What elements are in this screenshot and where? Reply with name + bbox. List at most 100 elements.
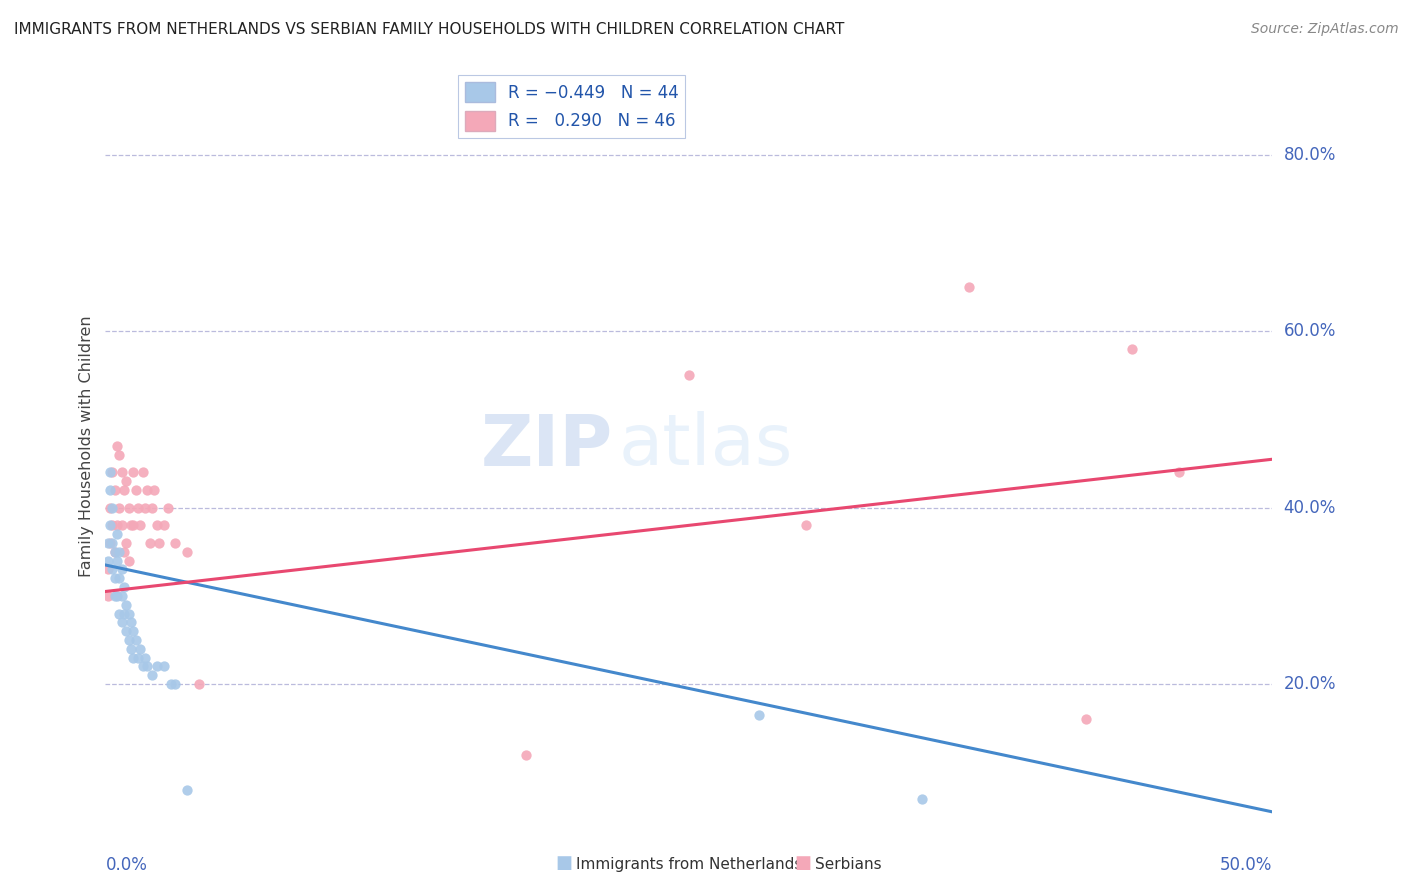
Point [187, 677, 209, 691]
Point [141, 668, 163, 682]
Text: Immigrants from Netherlands: Immigrants from Netherlands [576, 857, 803, 872]
Text: 80.0%: 80.0% [1284, 146, 1336, 164]
Point [911, 791, 934, 805]
Point [112, 580, 135, 594]
Point [98, 500, 121, 515]
Point [111, 589, 134, 603]
Point [748, 707, 770, 722]
Point [148, 536, 170, 550]
Text: ■: ■ [794, 855, 811, 872]
Y-axis label: Family Households with Children: Family Households with Children [79, 315, 94, 577]
Point [118, 607, 141, 621]
Point [127, 650, 149, 665]
Point [176, 545, 198, 559]
Point [101, 466, 124, 480]
Point [678, 368, 700, 383]
Point [143, 483, 166, 497]
Point [115, 536, 138, 550]
Point [115, 475, 138, 489]
Point [120, 518, 142, 533]
Point [115, 598, 138, 612]
Point [104, 571, 127, 585]
Text: atlas: atlas [619, 411, 793, 481]
Point [97, 553, 120, 567]
Point [115, 624, 138, 639]
Point [98, 483, 121, 497]
Point [127, 500, 149, 515]
Point [134, 650, 156, 665]
Text: 50.0%: 50.0% [1220, 855, 1272, 873]
Text: Source: ZipAtlas.com: Source: ZipAtlas.com [1251, 22, 1399, 37]
Point [108, 545, 131, 559]
Point [122, 650, 145, 665]
Text: 40.0%: 40.0% [1284, 499, 1336, 516]
Point [118, 500, 141, 515]
Point [136, 659, 159, 673]
Legend: R = −0.449   N = 44, R =   0.290   N = 46: R = −0.449 N = 44, R = 0.290 N = 46 [458, 75, 686, 137]
Text: IMMIGRANTS FROM NETHERLANDS VS SERBIAN FAMILY HOUSEHOLDS WITH CHILDREN CORRELATI: IMMIGRANTS FROM NETHERLANDS VS SERBIAN F… [14, 22, 845, 37]
Point [98, 518, 121, 533]
Point [1121, 342, 1143, 356]
Point [97, 562, 120, 576]
Text: 60.0%: 60.0% [1284, 322, 1336, 341]
Point [122, 466, 145, 480]
Text: ZIP: ZIP [481, 411, 613, 481]
Point [141, 500, 163, 515]
Point [112, 483, 135, 497]
Point [111, 615, 134, 630]
Point [111, 518, 134, 533]
Point [98, 536, 121, 550]
Point [515, 747, 537, 762]
Point [157, 500, 180, 515]
Point [136, 483, 159, 497]
Point [125, 632, 148, 647]
Point [101, 518, 124, 533]
Point [1168, 466, 1191, 480]
Text: 0.0%: 0.0% [105, 855, 148, 873]
Point [108, 607, 131, 621]
Point [108, 500, 131, 515]
Point [97, 536, 120, 550]
Point [176, 782, 198, 797]
Text: Serbians: Serbians [815, 857, 882, 872]
Text: ■: ■ [555, 855, 572, 872]
Point [105, 589, 128, 603]
Point [132, 466, 155, 480]
Point [98, 466, 121, 480]
Point [118, 553, 141, 567]
Point [101, 562, 124, 576]
Point [105, 527, 128, 541]
Point [108, 448, 131, 462]
Point [112, 545, 135, 559]
Point [105, 518, 128, 533]
Point [97, 589, 120, 603]
Point [112, 607, 135, 621]
Point [104, 483, 127, 497]
Point [104, 545, 127, 559]
Point [111, 466, 134, 480]
Point [139, 536, 162, 550]
Point [122, 624, 145, 639]
Point [101, 536, 124, 550]
Point [153, 659, 174, 673]
Point [165, 677, 187, 691]
Point [159, 677, 181, 691]
Point [104, 545, 127, 559]
Point [957, 280, 980, 294]
Point [129, 518, 152, 533]
Point [120, 641, 142, 656]
Point [118, 632, 141, 647]
Point [105, 553, 128, 567]
Point [146, 518, 169, 533]
Point [111, 562, 134, 576]
Point [146, 659, 169, 673]
Point [794, 518, 817, 533]
Point [153, 518, 174, 533]
Point [129, 641, 152, 656]
Point [108, 571, 131, 585]
Point [104, 589, 127, 603]
Text: 20.0%: 20.0% [1284, 675, 1336, 693]
Point [101, 500, 124, 515]
Point [1074, 712, 1097, 726]
Point [120, 615, 142, 630]
